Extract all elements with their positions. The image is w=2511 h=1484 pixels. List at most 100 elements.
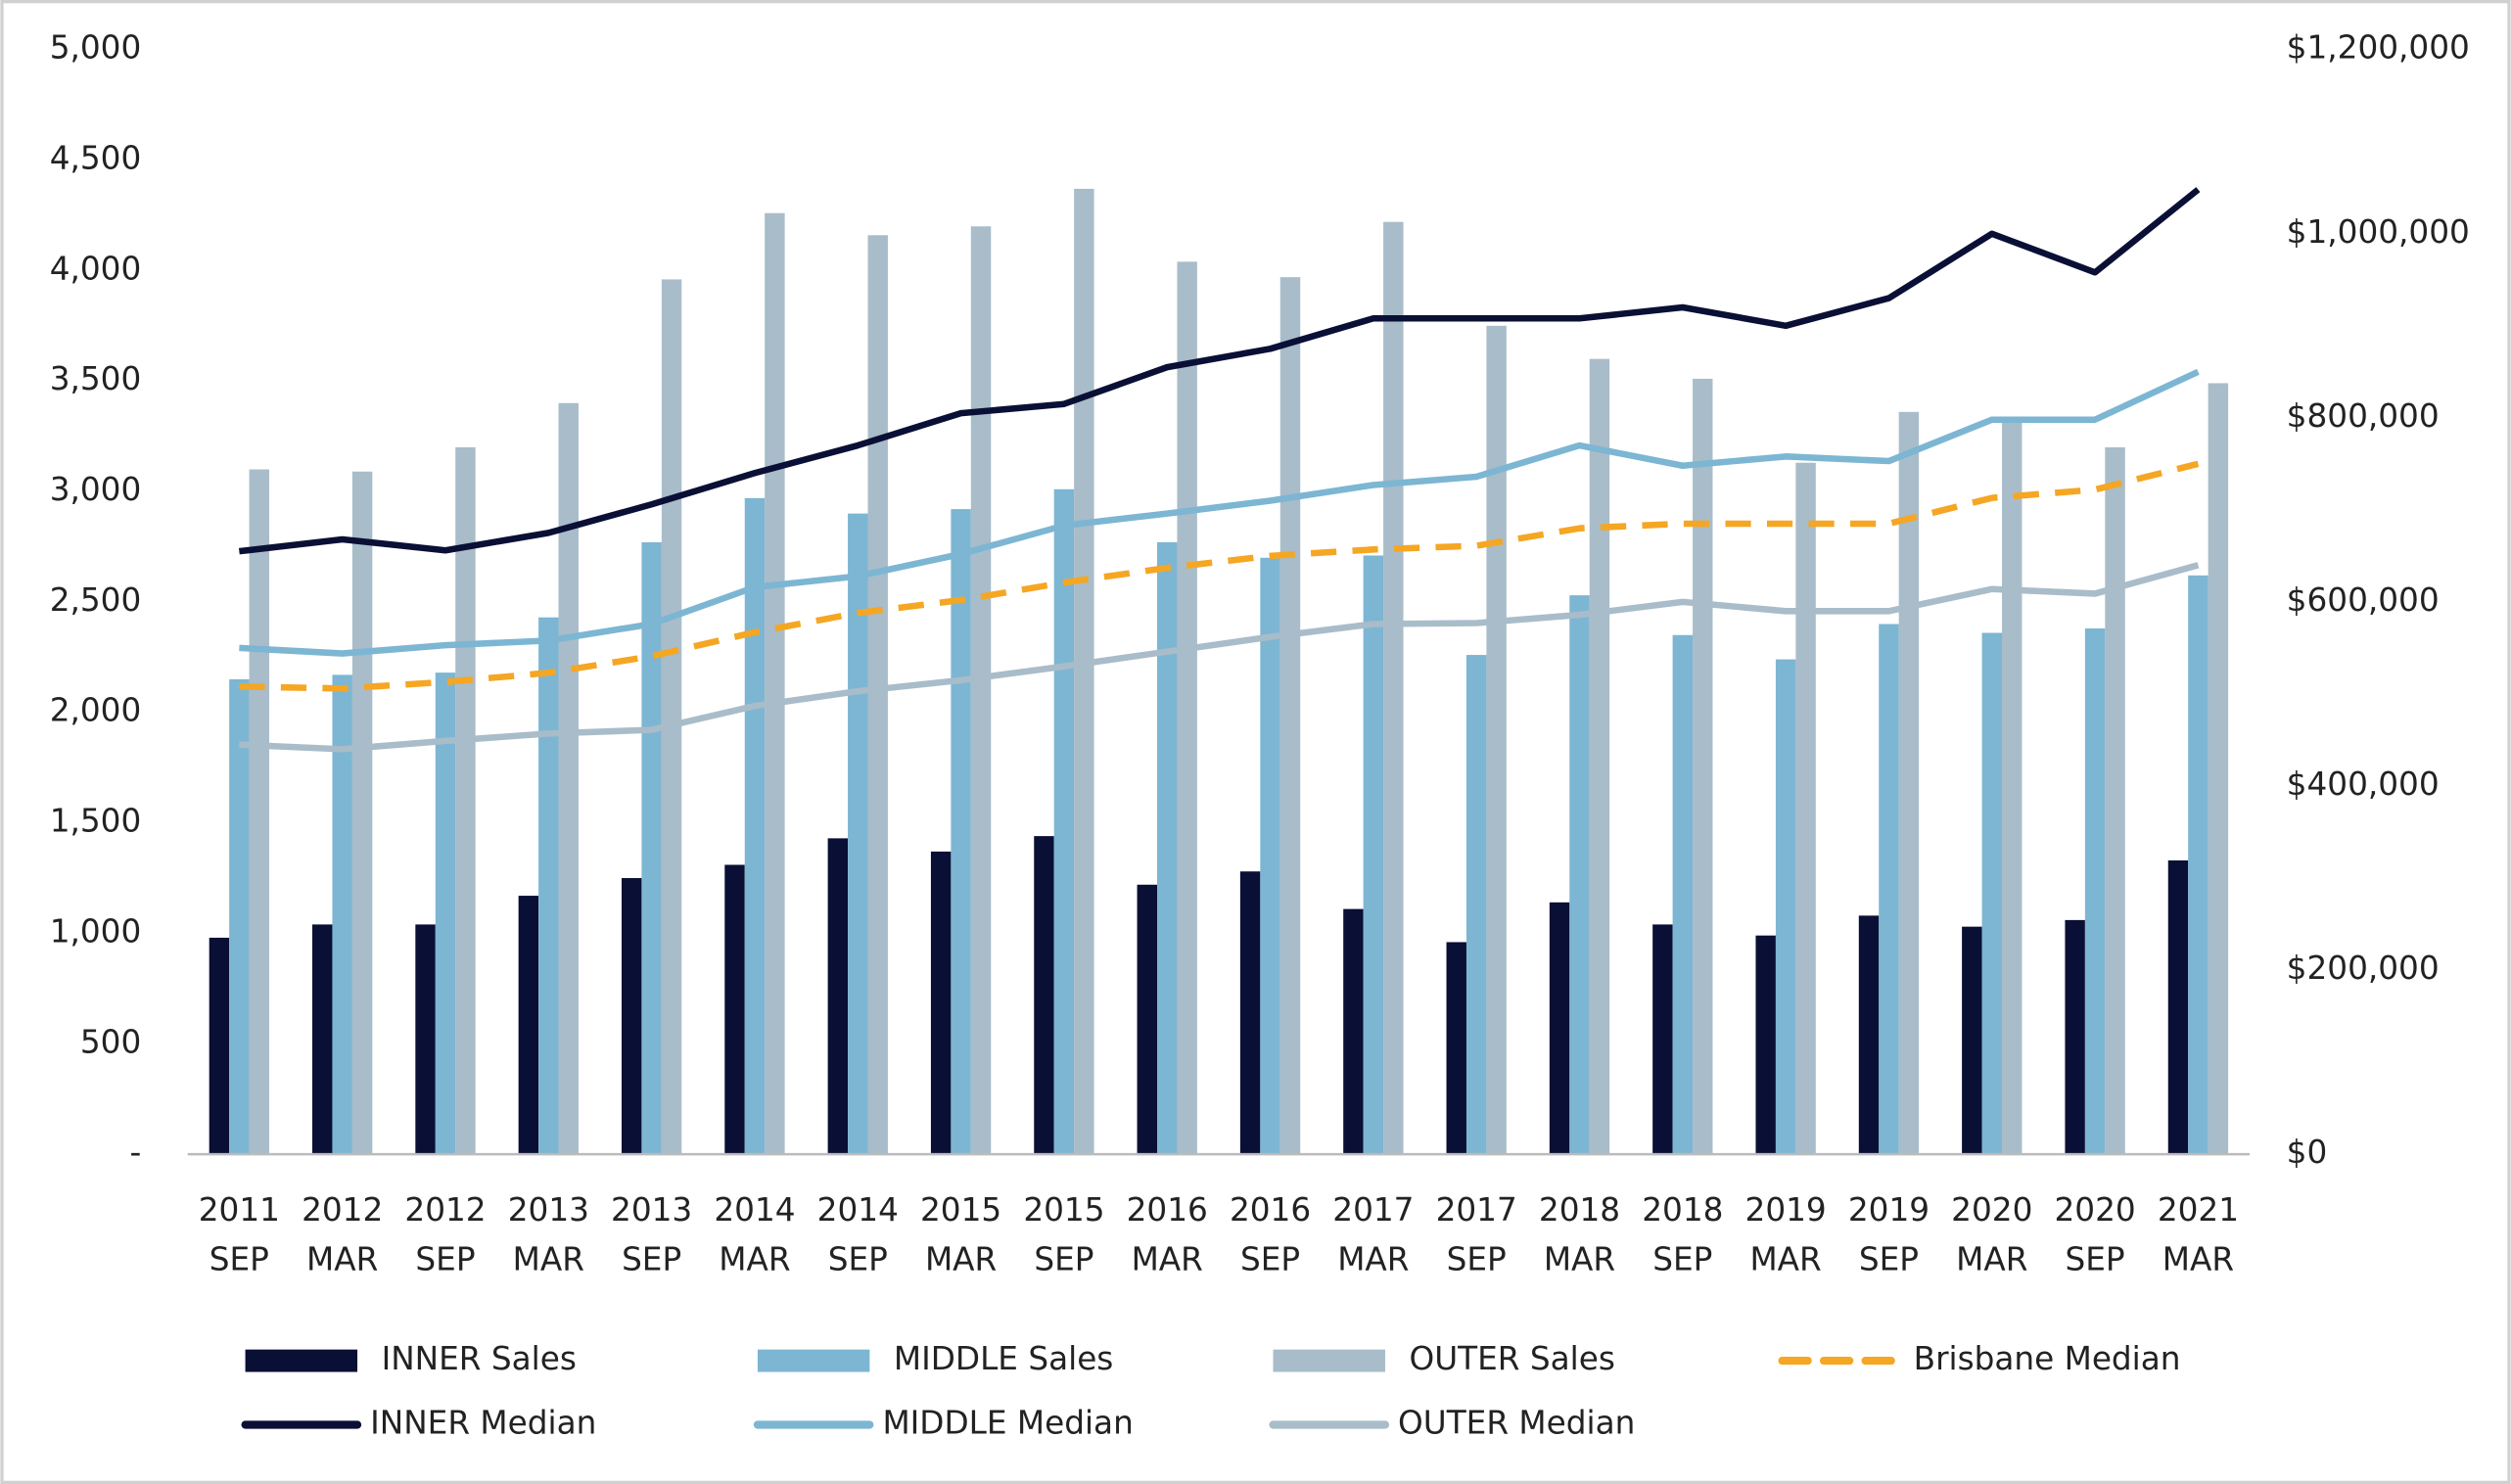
x-tick-part: SEP <box>1652 1241 1712 1278</box>
bar <box>2188 575 2209 1155</box>
x-tick-label: 2018 MAR <box>1539 1191 1620 1278</box>
bar <box>1177 261 1197 1155</box>
bar <box>1962 926 1982 1155</box>
x-tick-part: MAR <box>1544 1241 1615 1278</box>
y2-tick-label: $400,000 <box>2287 765 2440 803</box>
x-tick-label: 2014 MAR <box>714 1191 795 1278</box>
y2-tick-label: $0 <box>2287 1134 2328 1171</box>
bar <box>2084 627 2106 1155</box>
x-tick-part: 2015 <box>1023 1191 1104 1229</box>
legend-label: MIDDLE Sales <box>894 1340 1113 1377</box>
bar <box>1898 411 1920 1155</box>
bar <box>209 937 230 1155</box>
y-tick-label: - <box>129 1134 141 1171</box>
bar <box>249 469 270 1155</box>
x-tick-part: 2013 <box>611 1191 692 1229</box>
x-tick-part: 2017 <box>1332 1191 1414 1229</box>
x-tick-part: SEP <box>1034 1241 1093 1278</box>
bar <box>1446 942 1466 1155</box>
bar <box>2001 418 2023 1155</box>
x-tick-part: SEP <box>209 1241 269 1278</box>
bar <box>724 864 745 1155</box>
x-tick-part: MAR <box>719 1241 790 1278</box>
bar <box>1652 924 1673 1155</box>
bar <box>867 235 888 1155</box>
y2-tick-label: $200,000 <box>2287 950 2440 987</box>
x-tick-part: 2015 <box>920 1191 1001 1229</box>
bar <box>2065 919 2085 1155</box>
bar <box>1363 555 1384 1155</box>
legend-swatch <box>1273 1349 1385 1372</box>
bar <box>1034 836 1054 1155</box>
bar <box>1260 557 1280 1155</box>
bar <box>1137 884 1158 1155</box>
y-tick-label: 2,000 <box>50 692 142 729</box>
x-tick-part: 2019 <box>1745 1191 1827 1229</box>
x-tick-part: MAR <box>2162 1241 2234 1278</box>
bar <box>1074 188 1094 1155</box>
bar <box>1755 935 1776 1155</box>
bar <box>1879 624 1899 1155</box>
x-tick-label: 2012 MAR <box>302 1191 383 1278</box>
legend-label: OUTER Median <box>1398 1404 1635 1441</box>
x-tick-part: 2016 <box>1230 1191 1311 1229</box>
x-tick-part: 2018 <box>1642 1191 1723 1229</box>
x-tick-label: 2011 SEP <box>199 1191 280 1278</box>
x-tick-label: 2019 SEP <box>1848 1191 1930 1278</box>
line-series <box>239 562 2200 753</box>
x-tick-part: 2020 <box>1951 1191 2032 1229</box>
x-tick-part: 2014 <box>817 1191 899 1229</box>
x-tick-part: 2018 <box>1539 1191 1620 1229</box>
x-tick-label: 2016 MAR <box>1127 1191 1208 1278</box>
x-tick-label: 2015 SEP <box>1023 1191 1104 1278</box>
bar <box>1157 541 1178 1155</box>
bar <box>951 509 971 1155</box>
legend-label: OUTER Sales <box>1409 1340 1614 1377</box>
x-tick-label: 2015 MAR <box>920 1191 1001 1278</box>
y2-tick-label: $1,200,000 <box>2287 29 2470 67</box>
bar <box>1383 221 1404 1155</box>
bar <box>930 851 952 1155</box>
x-tick-part: 2017 <box>1436 1191 1517 1229</box>
bar <box>765 212 785 1155</box>
bar <box>1053 488 1075 1155</box>
legend-label: Brisbane Median <box>1914 1340 2181 1377</box>
x-tick-label: 2014 SEP <box>817 1191 899 1278</box>
x-tick-part: 2013 <box>508 1191 589 1229</box>
x-tick-label: 2016 SEP <box>1230 1191 1311 1278</box>
bar <box>970 226 992 1155</box>
legend-label: MIDDLE Median <box>882 1404 1133 1441</box>
bar <box>1589 358 1610 1155</box>
bar <box>1239 871 1261 1155</box>
x-tick-label: 2017 MAR <box>1332 1191 1414 1278</box>
bar <box>1775 659 1796 1155</box>
x-tick-part: SEP <box>622 1241 681 1278</box>
x-tick-part: MAR <box>513 1241 584 1278</box>
bar <box>2167 859 2189 1155</box>
bar <box>2208 383 2229 1155</box>
x-tick-part: MAR <box>306 1241 378 1278</box>
bar <box>1279 277 1301 1155</box>
line-series <box>238 187 2201 555</box>
bar <box>415 924 436 1155</box>
y-tick-label: 1,000 <box>50 912 142 950</box>
bar <box>621 878 642 1155</box>
bar <box>1795 462 1816 1155</box>
x-tick-part: 2011 <box>199 1191 280 1229</box>
x-tick-part: SEP <box>828 1241 888 1278</box>
x-tick-part: 2019 <box>1848 1191 1930 1229</box>
legend-label: INNER Sales <box>382 1340 577 1377</box>
y2-tick-label: $600,000 <box>2287 581 2440 619</box>
x-tick-label: 2020 SEP <box>2055 1191 2136 1278</box>
x-tick-label: 2013 MAR <box>508 1191 589 1278</box>
y-tick-label: 500 <box>80 1023 141 1060</box>
x-tick-label: 2018 SEP <box>1642 1191 1723 1278</box>
y-tick-label: 4,500 <box>50 140 142 177</box>
x-tick-label: 2019 MAR <box>1745 1191 1827 1278</box>
bar <box>661 279 682 1155</box>
x-tick-label: 2012 SEP <box>404 1191 486 1278</box>
bar <box>1693 378 1713 1155</box>
x-tick-part: 2020 <box>2055 1191 2136 1229</box>
x-tick-part: 2021 <box>2158 1191 2239 1229</box>
